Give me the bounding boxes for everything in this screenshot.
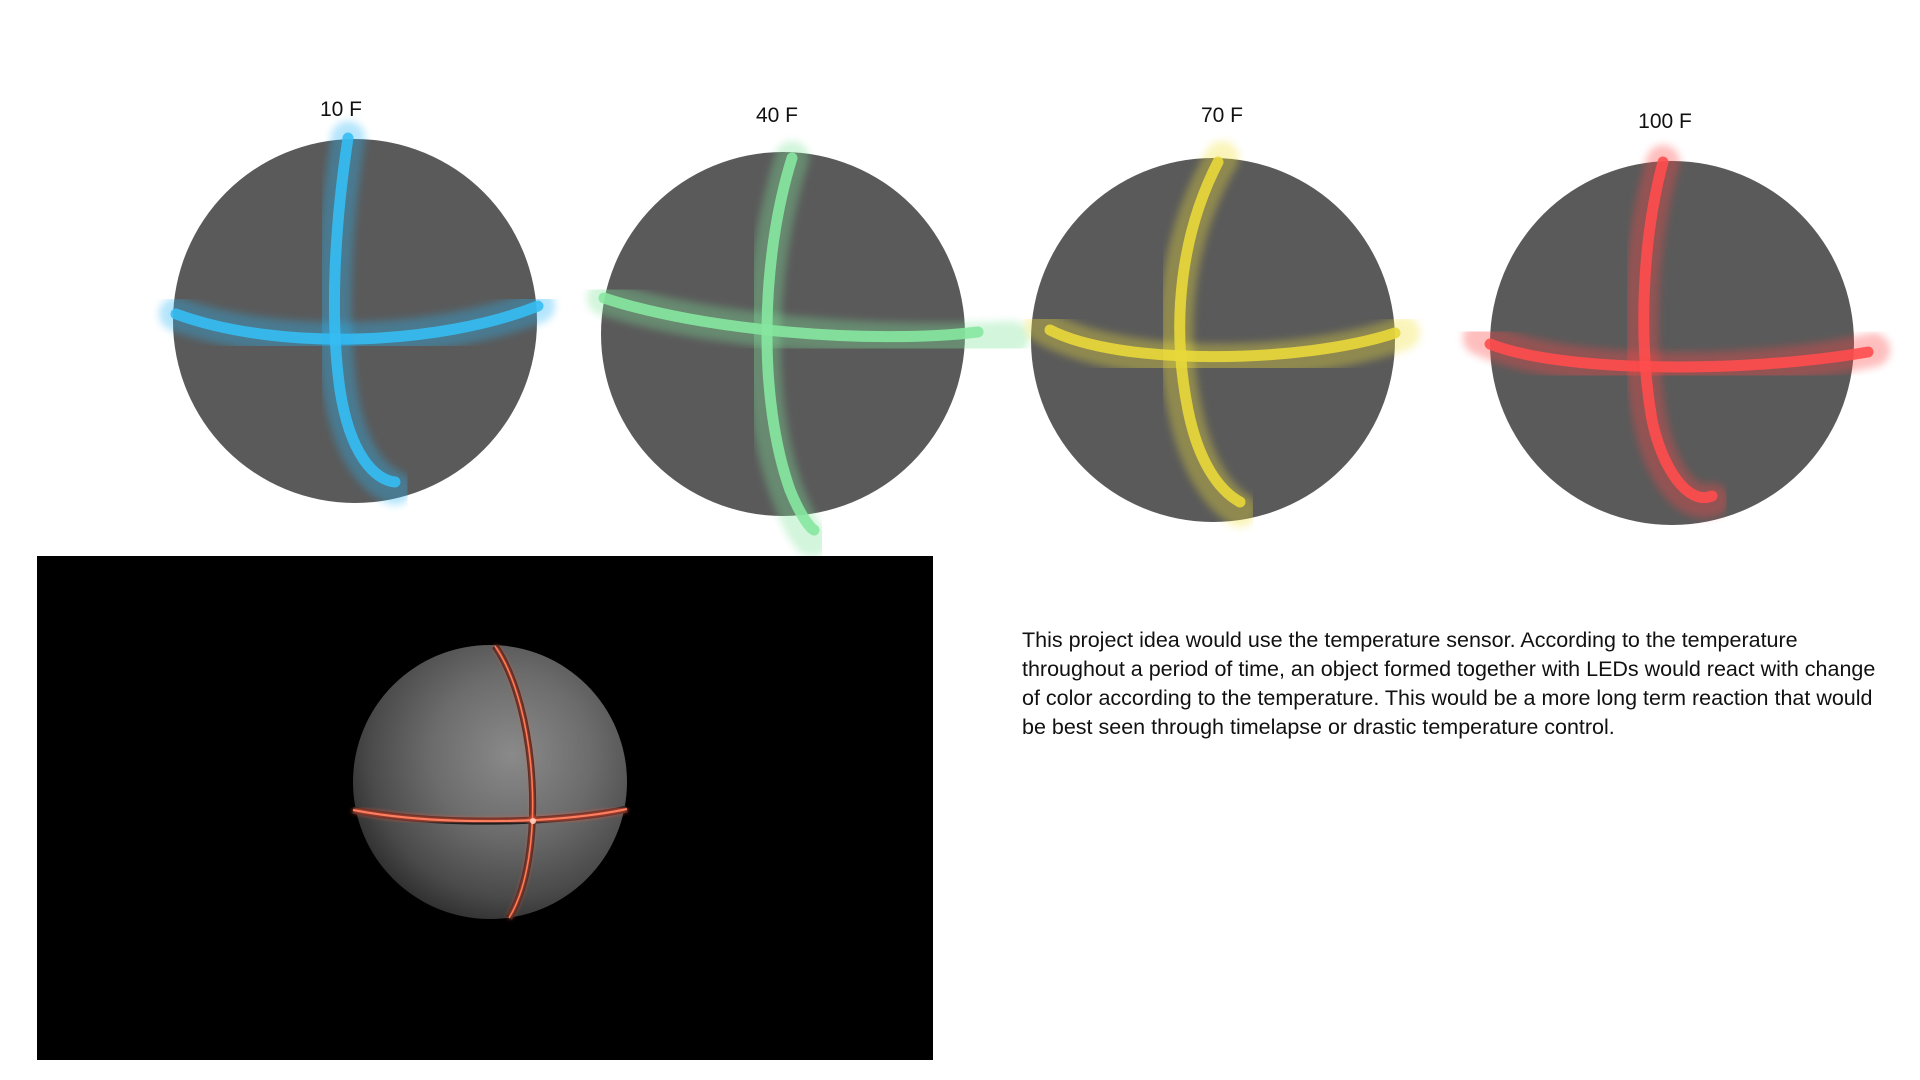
led-strip-horizontal — [598, 292, 984, 343]
led-strip-vertical — [328, 132, 401, 488]
led-strip-vertical — [761, 152, 820, 536]
sphere-70f — [1025, 141, 1420, 527]
sphere-40f — [587, 141, 1029, 556]
sphere-body — [1031, 158, 1395, 522]
temp-label-100f: 100 F — [1638, 110, 1692, 133]
led-intersection — [530, 818, 536, 824]
led-strip-horizontal — [1044, 324, 1401, 363]
temp-label-40f: 40 F — [755, 104, 799, 127]
sphere-100f — [1463, 145, 1890, 525]
rendered-sphere — [352, 643, 628, 920]
led-strip-vertical — [1638, 156, 1718, 504]
sphere-sketches — [159, 121, 1890, 556]
led-strip-vertical — [1174, 156, 1246, 508]
led-strip-horizontal — [170, 300, 544, 345]
sphere-10f — [159, 121, 555, 505]
led-vertical — [494, 645, 534, 919]
sphere-body — [1490, 161, 1854, 525]
led-horizontal — [352, 808, 628, 823]
sphere-model — [353, 645, 627, 919]
render-panel — [37, 556, 933, 1060]
sphere-body — [173, 139, 537, 503]
temp-label-10f: 10 F — [319, 98, 363, 121]
project-description: This project idea would use the temperat… — [1022, 628, 1876, 739]
temp-label-70f: 70 F — [1200, 104, 1244, 127]
